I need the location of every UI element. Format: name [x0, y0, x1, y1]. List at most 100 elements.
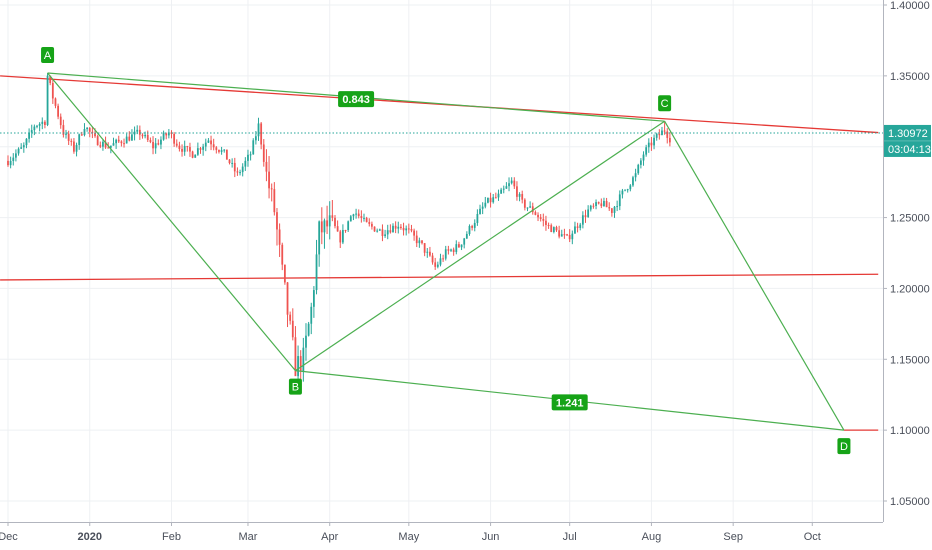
candle-body — [128, 136, 131, 141]
candle-body — [167, 132, 170, 136]
candle-body — [571, 233, 574, 240]
candle-body — [210, 140, 212, 145]
pattern-point-badge — [41, 47, 55, 64]
candle-body — [473, 222, 476, 228]
candle-body — [455, 244, 458, 252]
candle-body — [7, 160, 9, 166]
x-tick-label: Jun — [482, 531, 500, 543]
candle-body — [38, 123, 41, 126]
candle-body — [663, 130, 666, 132]
candle-body — [83, 129, 86, 136]
candle-body — [463, 238, 466, 245]
candle-body — [59, 116, 62, 126]
candle-body — [183, 146, 186, 152]
candle-body — [423, 243, 426, 253]
candle-body — [584, 215, 587, 217]
y-tick-label: 1.25000 — [890, 213, 930, 225]
candle-body — [616, 206, 619, 208]
candle-body — [65, 133, 67, 135]
candle-body — [146, 134, 149, 141]
x-tick-label: 2020 — [78, 531, 102, 543]
candle-body — [576, 226, 579, 228]
candle-body — [112, 143, 115, 146]
candle-body — [600, 203, 603, 207]
candle-body — [94, 132, 96, 137]
candle-body — [260, 123, 263, 145]
candle-body — [655, 133, 658, 138]
candle-body — [400, 226, 402, 228]
candle-body — [278, 229, 281, 245]
pattern-point-label: C — [661, 98, 669, 110]
candle-body — [363, 217, 365, 219]
candle-body — [476, 213, 479, 223]
candle-body — [492, 197, 495, 203]
candle-body — [550, 225, 553, 233]
candle-body — [204, 142, 207, 147]
candle-body — [484, 202, 487, 207]
candle-body — [365, 217, 368, 223]
candle-body — [109, 145, 112, 148]
candle-body — [178, 145, 181, 149]
candle-body — [212, 144, 215, 148]
pattern-line-ab — [47, 72, 296, 372]
candle-body — [421, 240, 423, 244]
candle-body — [381, 229, 384, 236]
candle-body — [283, 264, 286, 283]
candle-body — [632, 177, 634, 186]
candle-body — [666, 131, 669, 138]
candle-body — [99, 145, 102, 147]
ratio-label: 1.241 — [556, 397, 584, 409]
candle-body — [555, 227, 558, 231]
candle-body — [91, 131, 94, 133]
price-axis-panel — [883, 0, 932, 550]
x-tick-label: Aug — [642, 531, 662, 543]
candle-body — [450, 249, 452, 251]
bar-countdown: 03:04:13 — [888, 144, 931, 156]
candle-body — [249, 154, 252, 156]
candle-body — [46, 75, 49, 125]
candle-body — [502, 188, 505, 190]
candle-body — [215, 147, 218, 150]
candle-body — [357, 213, 360, 217]
candle-body — [392, 225, 394, 233]
pattern-point-label: B — [292, 382, 299, 394]
candle-body — [505, 186, 508, 189]
candle-body — [305, 335, 307, 348]
candle-body — [96, 136, 99, 146]
candle-body — [444, 249, 447, 259]
candle-body — [36, 125, 38, 127]
candle-body — [51, 83, 54, 99]
candle-body — [384, 234, 386, 236]
x-tick-label: Sep — [723, 531, 743, 543]
candle-body — [273, 189, 276, 213]
candle-body — [136, 129, 139, 132]
candle-body — [542, 218, 545, 221]
candle-body — [426, 251, 429, 253]
candle-body — [218, 149, 220, 152]
candle-body — [286, 282, 289, 315]
candle-body — [291, 320, 294, 338]
candle-body — [15, 153, 17, 158]
pattern-point-badge — [837, 438, 851, 455]
candle-body — [376, 230, 379, 232]
candle-body — [373, 226, 376, 232]
candle-body — [117, 139, 120, 142]
candle-body — [299, 356, 302, 372]
candle-body — [265, 161, 268, 172]
candle-body — [328, 215, 331, 227]
candle-body — [181, 148, 183, 152]
candle-body — [189, 147, 191, 152]
candle-body — [165, 133, 168, 136]
candle-body — [587, 209, 590, 217]
candle-body — [347, 221, 350, 231]
candle-body — [225, 149, 228, 160]
candle-body — [653, 137, 655, 146]
candle-body — [523, 199, 526, 208]
candle-body — [624, 189, 626, 191]
candle-body — [436, 264, 439, 267]
x-tick-label: Dec — [0, 531, 18, 543]
candle-body — [418, 240, 421, 244]
last-price-value: 1.30972 — [888, 128, 928, 140]
